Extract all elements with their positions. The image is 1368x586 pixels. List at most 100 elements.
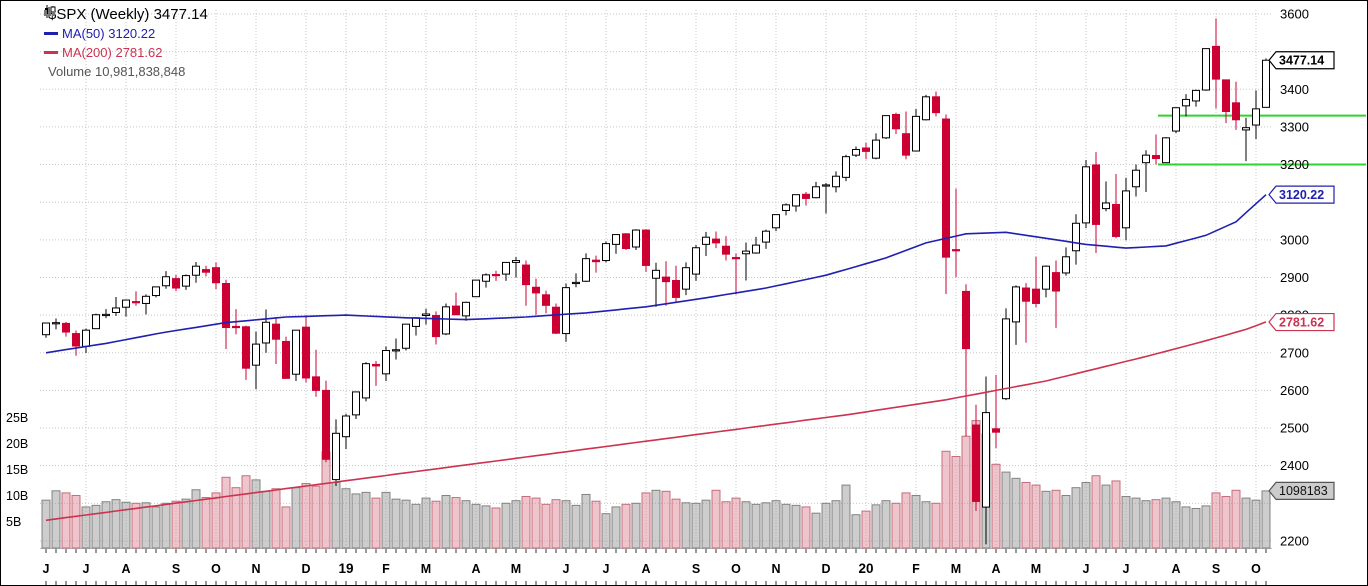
volume-bar [1251,499,1261,549]
volume-bar [361,491,371,549]
x-axis-label: N [251,562,260,576]
volume-bar [781,503,791,549]
candle [762,230,770,243]
volume-axis-label: 5B [6,515,21,529]
volume-bar [211,492,221,549]
volume-bar [101,501,111,549]
volume-bar [1091,475,1101,549]
x-axis-label: A [121,562,130,576]
volume-bar [531,497,541,549]
candle [1052,272,1060,292]
y-axis-label: 2500 [1280,421,1309,436]
candle [712,238,720,244]
volume-bar [611,506,621,549]
volume-bar [1011,477,1021,549]
volume-bar [881,500,891,549]
volume-bar [1131,497,1141,549]
volume-bar [411,503,421,549]
candle [922,96,930,121]
y-axis-label: 2600 [1280,383,1309,398]
volume-bar [941,450,951,549]
volume-bar [281,506,291,549]
candle [92,314,100,330]
candle [562,287,570,335]
candle [602,243,610,262]
volume-bar [741,501,751,549]
volume-axis-label: 10B [6,489,28,503]
candle [852,149,860,156]
volume-axis-labels: 25B 20B 15B 10B 5B [6,411,28,529]
candle [382,350,390,375]
candle [262,321,270,344]
y-axis-label: 3000 [1280,232,1309,247]
volume-bar [401,499,411,549]
x-axis-label: S [1212,562,1220,576]
volume-bar [311,485,321,549]
volume-bar [1021,481,1031,549]
candle [1152,155,1160,160]
volume-bar [931,502,941,549]
x-axis-label: O [731,562,741,576]
candle [432,314,440,338]
candle [412,317,420,327]
y-axis-label: 2700 [1280,345,1309,360]
ma200-legend-label: MA(200) 2781.62 [62,45,163,60]
volume-bar [551,499,561,549]
candle [872,139,880,159]
candle [82,329,90,347]
candle [652,269,660,279]
y-axis-label: 2900 [1280,270,1309,285]
x-axis-label: J [43,562,50,576]
candle [362,363,370,399]
candle [912,115,920,152]
volume-bar [1081,481,1091,549]
volume-bar [991,463,1001,549]
volume-bar [1101,484,1111,549]
x-axis-label: A [1171,562,1180,576]
axis-tag-boxes: 3477.14 3120.22 2781.62 1098183 [1268,51,1335,501]
volume-bar [631,502,641,549]
candle [992,428,1000,433]
volume-bar [161,502,171,549]
volume-bar [1031,484,1041,549]
volume-bar [921,501,931,549]
volume-bar [121,501,131,549]
candle [692,247,700,275]
volume-bar [1231,489,1241,549]
candle [462,301,470,317]
candle [962,290,970,350]
candle [1002,318,1010,400]
volume-legend-label: Volume 10,981,838,848 [48,64,186,79]
volume-bar [291,487,301,549]
volume-bar [661,490,671,549]
candle [212,267,220,284]
volume-bar [111,499,121,549]
last-price-tag-text: 3477.14 [1279,54,1324,68]
candle [372,363,380,367]
legend-volume-row: Volume 10,981,838,848 [44,7,208,81]
candle [1092,164,1100,225]
candle [822,184,830,187]
candle [1042,265,1050,290]
x-axis-label: 20 [858,561,873,576]
volume-bar [761,502,771,549]
volume-bar [701,499,711,549]
candle [472,279,480,298]
candle [932,96,940,114]
volume-bar [321,451,331,549]
volume-bar [831,500,841,549]
candle [1172,107,1180,132]
volume-bar [751,503,761,549]
volume-bar [421,497,431,549]
legend-ma50-row: MA(50) 3120.22 [44,24,208,43]
volume-bar [801,506,811,549]
volume-bar [1051,489,1061,549]
candle [1232,102,1240,121]
candle [982,412,990,508]
volume-bar [871,504,881,549]
volume-bar [301,483,311,549]
candle [402,323,410,349]
volume-bar [1071,487,1081,549]
volume-bar [601,513,611,549]
volume-bar [521,496,531,549]
